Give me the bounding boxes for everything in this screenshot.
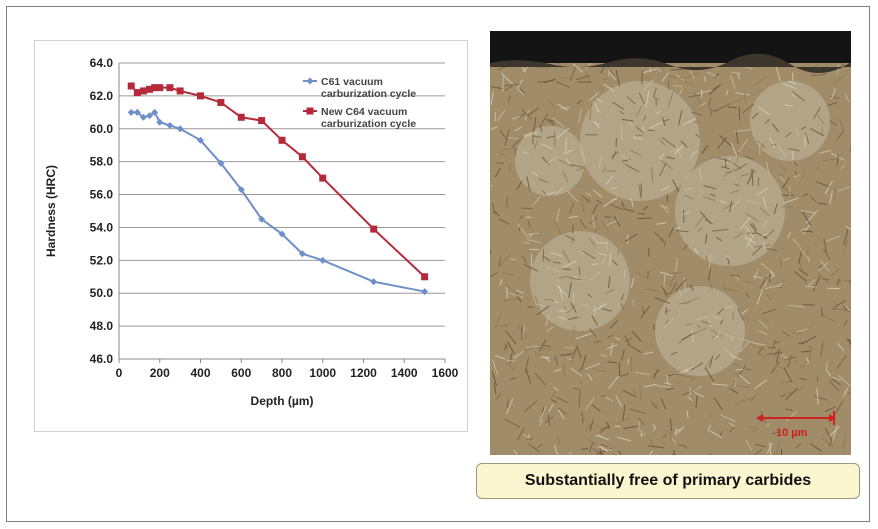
data-point (156, 118, 164, 126)
data-point (278, 136, 286, 144)
data-point (133, 108, 141, 116)
data-point (197, 136, 204, 144)
data-point (237, 113, 245, 121)
caption-box: Substantially free of primary carbides (476, 463, 860, 499)
data-point (151, 84, 159, 92)
legend-swatch-marker (306, 107, 314, 115)
legend-swatch-marker (306, 77, 314, 85)
data-point (139, 113, 147, 121)
caption-text: Substantially free of primary carbides (524, 472, 812, 489)
y-tick-label: 54.0 (90, 220, 114, 234)
data-point (127, 82, 135, 90)
hardness-chart-panel: 46.0 48.0 50.0 52.0 54.0 56.0 58.0 60.0 62.0 64.0… (34, 40, 468, 432)
legend-label: New C64 vacuum (321, 106, 407, 118)
data-point (166, 84, 174, 92)
data-point (421, 273, 429, 281)
y-tick-label: 56.0 (90, 188, 114, 202)
data-point (421, 288, 429, 296)
data-point (127, 108, 135, 116)
data-point (319, 174, 327, 182)
data-point (217, 159, 225, 167)
y-tick-label: 48.0 (90, 319, 114, 333)
data-point (258, 215, 266, 223)
y-tick-label: 64.0 (90, 56, 114, 70)
data-point (319, 256, 327, 264)
x-tick-label: 800 (272, 366, 292, 380)
data-point (176, 125, 184, 133)
micrograph-image: 10 µm (490, 31, 851, 455)
data-point (217, 98, 225, 106)
data-point (146, 112, 154, 120)
y-tick-label: 52.0 (90, 253, 114, 267)
data-point (133, 89, 141, 97)
y-tick-label: 46.0 (90, 352, 114, 366)
data-point (146, 85, 154, 93)
hardness-depth-chart: 46.0 48.0 50.0 52.0 54.0 56.0 58.0 60.0 62.0 64.0… (44, 56, 459, 408)
y-axis-title: Hardness (HRC) (44, 165, 58, 257)
data-point (370, 278, 378, 286)
x-tick-label: 600 (231, 366, 251, 380)
legend-label: carburization cycle (321, 118, 416, 130)
data-point (237, 186, 245, 194)
data-point (176, 87, 184, 95)
y-tick-label: 60.0 (90, 122, 114, 136)
y-tick-label: 62.0 (90, 89, 114, 103)
x-tick-label: 400 (190, 366, 210, 380)
x-tick-label: 200 (150, 366, 170, 380)
micrograph-texture (490, 31, 851, 455)
x-tick-label: 0 (116, 366, 123, 380)
data-point (197, 92, 204, 100)
scale-bar (756, 411, 836, 425)
data-point (278, 230, 286, 238)
data-point (156, 84, 164, 92)
scale-bar-label: 10 µm (776, 427, 808, 439)
series-line (131, 110, 425, 293)
x-tick-label: 1000 (309, 366, 336, 380)
data-point (139, 87, 147, 95)
data-point (298, 153, 306, 161)
y-tick-label: 58.0 (90, 155, 114, 169)
data-point (370, 225, 378, 233)
y-tick-label: 50.0 (90, 286, 114, 300)
x-tick-label: 1600 (432, 366, 459, 380)
x-tick-label: 1200 (350, 366, 377, 380)
data-point (298, 250, 306, 258)
data-point (151, 108, 159, 116)
data-point (166, 121, 174, 129)
x-tick-label: 1400 (391, 366, 418, 380)
legend-label: C61 vacuum (321, 76, 383, 88)
x-axis-title: Depth (µm) (251, 394, 314, 408)
data-point (258, 117, 266, 125)
legend-label: carburization cycle (321, 88, 416, 100)
